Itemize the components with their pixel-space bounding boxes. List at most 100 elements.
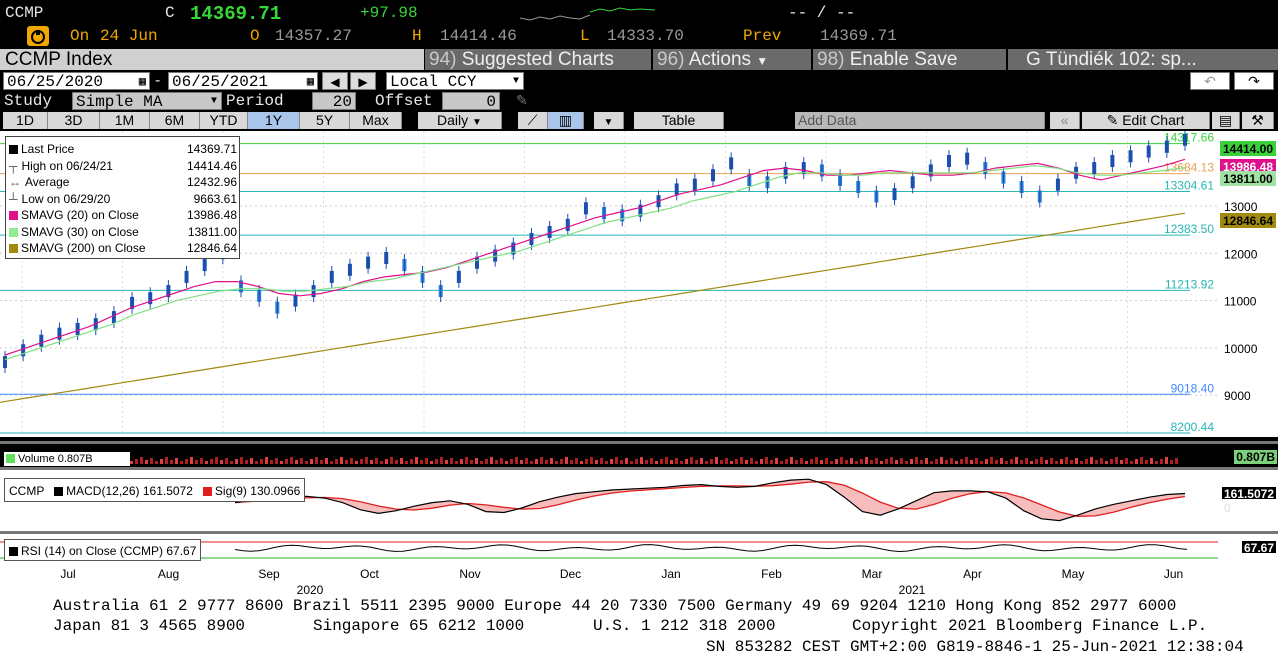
candle-chart-icon[interactable]: ▥ — [548, 112, 584, 129]
chart-settings-icon[interactable]: ▤ — [1212, 112, 1240, 129]
macd-line — [234, 478, 1186, 522]
volume-bar — [945, 460, 948, 464]
legend-label: High on 06/24/21 — [21, 158, 113, 173]
study-select[interactable]: Simple MA ▼ — [72, 92, 222, 111]
low-value: 14333.70 — [607, 27, 684, 45]
volume-bar — [160, 459, 163, 464]
range-button-1y[interactable]: 1Y — [248, 112, 300, 129]
legend-item[interactable]: ┬ High on 06/24/21 14414.46 — [9, 158, 237, 174]
legend-value: 12432.96 — [186, 175, 237, 189]
volume-bar — [855, 461, 858, 464]
volume-bar — [580, 461, 583, 464]
volume-bar — [165, 457, 168, 464]
volume-bar — [630, 461, 633, 464]
legend-swatch: ┴ — [9, 191, 18, 206]
enable-save-button[interactable]: 98) Enable Save — [813, 49, 1006, 70]
period-input[interactable]: 20 — [312, 92, 356, 111]
high-value: 14414.46 — [440, 27, 517, 45]
frequency-select[interactable]: Daily ▼ — [418, 112, 502, 129]
suggested-charts-button[interactable]: 94) Suggested Charts — [425, 49, 651, 70]
volume-bar — [570, 460, 573, 464]
volume-bar — [645, 460, 648, 464]
volume-bar — [940, 457, 943, 464]
offset-input[interactable]: 0 — [442, 92, 500, 111]
x-tick-label: Jun — [1164, 567, 1183, 581]
close-label: C — [165, 4, 175, 22]
undo-icon[interactable]: ↶ — [1190, 72, 1230, 90]
range-button-ytd[interactable]: YTD — [200, 112, 248, 129]
volume-bar — [995, 460, 998, 464]
volume-bar — [235, 459, 238, 464]
range-button-1m[interactable]: 1M — [100, 112, 150, 129]
range-button-5y[interactable]: 5Y — [300, 112, 350, 129]
volume-bar — [525, 458, 528, 464]
volume-bar — [560, 459, 563, 464]
volume-bar — [545, 460, 548, 464]
range-button-1d[interactable]: 1D — [3, 112, 48, 129]
footer: Australia 61 2 9777 8600 Brazil 5511 239… — [0, 597, 1278, 670]
currency-select[interactable]: Local CCY ▼ — [386, 72, 524, 91]
year-label: 2021 — [899, 583, 926, 597]
volume-bar — [875, 458, 878, 464]
price-tag-label: 13986.48 — [1223, 160, 1273, 174]
volume-bar — [1140, 457, 1143, 464]
volume-bar — [690, 457, 693, 464]
volume-bar — [185, 459, 188, 464]
volume-bar — [395, 460, 398, 464]
legend-item[interactable]: ┴ Low on 06/29/20 9663.61 — [9, 191, 237, 207]
redo-icon[interactable]: ↷ — [1234, 72, 1274, 90]
macd-label: MACD(12,26) — [66, 484, 140, 498]
actions-num: 96) — [657, 49, 685, 70]
volume-bar — [850, 458, 853, 464]
legend-item[interactable]: SMAVG (200) on Close 12846.64 — [9, 240, 237, 256]
volume-bar — [375, 458, 378, 464]
sma30-line — [4, 165, 1186, 361]
volume-bar — [495, 460, 498, 464]
pencil-icon[interactable]: ✎ — [516, 92, 528, 108]
volume-bar — [720, 460, 723, 464]
collapse-icon[interactable]: « — [1050, 112, 1080, 129]
actions-button[interactable]: 96) Actions ▼ — [653, 49, 811, 70]
next-period-button[interactable]: ▶ — [350, 72, 376, 90]
edit-chart-button[interactable]: ✎ Edit Chart — [1082, 112, 1210, 129]
prev-period-button[interactable]: ◀ — [322, 72, 348, 90]
quote-line-1: CCMP C 14369.71 +97.98 -- / -- — [0, 3, 1278, 25]
table-button[interactable]: Table — [634, 112, 724, 129]
security-field[interactable]: CCMP Index — [0, 49, 424, 70]
volume-bar — [1000, 458, 1003, 464]
legend-label: Last Price — [21, 142, 75, 156]
volume-bar — [345, 460, 348, 464]
legend-item[interactable]: SMAVG (30) on Close 13811.00 — [9, 224, 237, 240]
line-chart-icon[interactable]: ⟋ — [518, 112, 548, 129]
range-button-max[interactable]: Max — [350, 112, 402, 129]
legend-item[interactable]: SMAVG (20) on Close 13986.48 — [9, 207, 237, 223]
volume-bar — [1035, 459, 1038, 464]
template-button[interactable]: G Tündiék 102: sp... — [1008, 49, 1278, 70]
rsi-value: 67.67 — [166, 544, 197, 558]
volume-bar — [980, 461, 983, 464]
volume-bar — [895, 460, 898, 464]
volume-bar — [255, 461, 258, 464]
range-button-3d[interactable]: 3D — [48, 112, 100, 129]
volume-bar — [830, 461, 833, 464]
volume-bar — [350, 458, 353, 464]
chart-type-dropdown[interactable]: ▼ — [594, 112, 624, 129]
legend-value: 12846.64 — [186, 241, 237, 255]
draw-tools-icon[interactable]: ⚒ — [1242, 112, 1274, 129]
volume-bar — [1115, 457, 1118, 464]
macd-zero-label: 0 — [1224, 501, 1231, 515]
volume-bar — [1170, 460, 1173, 464]
alert-icon[interactable] — [27, 26, 49, 46]
volume-bar — [490, 457, 493, 464]
price-tag — [1220, 141, 1276, 156]
calendar-icon[interactable]: ▦ — [306, 75, 314, 89]
actions-label: Actions — [688, 49, 752, 70]
add-data-input[interactable]: Add Data — [795, 112, 1045, 129]
legend-item[interactable]: Last Price 14369.71 — [9, 141, 237, 157]
end-date-input[interactable]: 06/25/2021 ▦ — [168, 72, 318, 91]
legend-item[interactable]: ↔ Average 12432.96 — [9, 174, 237, 190]
start-date-input[interactable]: 06/25/2020 ▦ — [3, 72, 150, 91]
calendar-icon[interactable]: ▦ — [138, 75, 146, 89]
range-button-6m[interactable]: 6M — [150, 112, 200, 129]
rsi-panel: RSI (14) on Close (CCMP) 67.67 67.67 — [0, 531, 1278, 564]
